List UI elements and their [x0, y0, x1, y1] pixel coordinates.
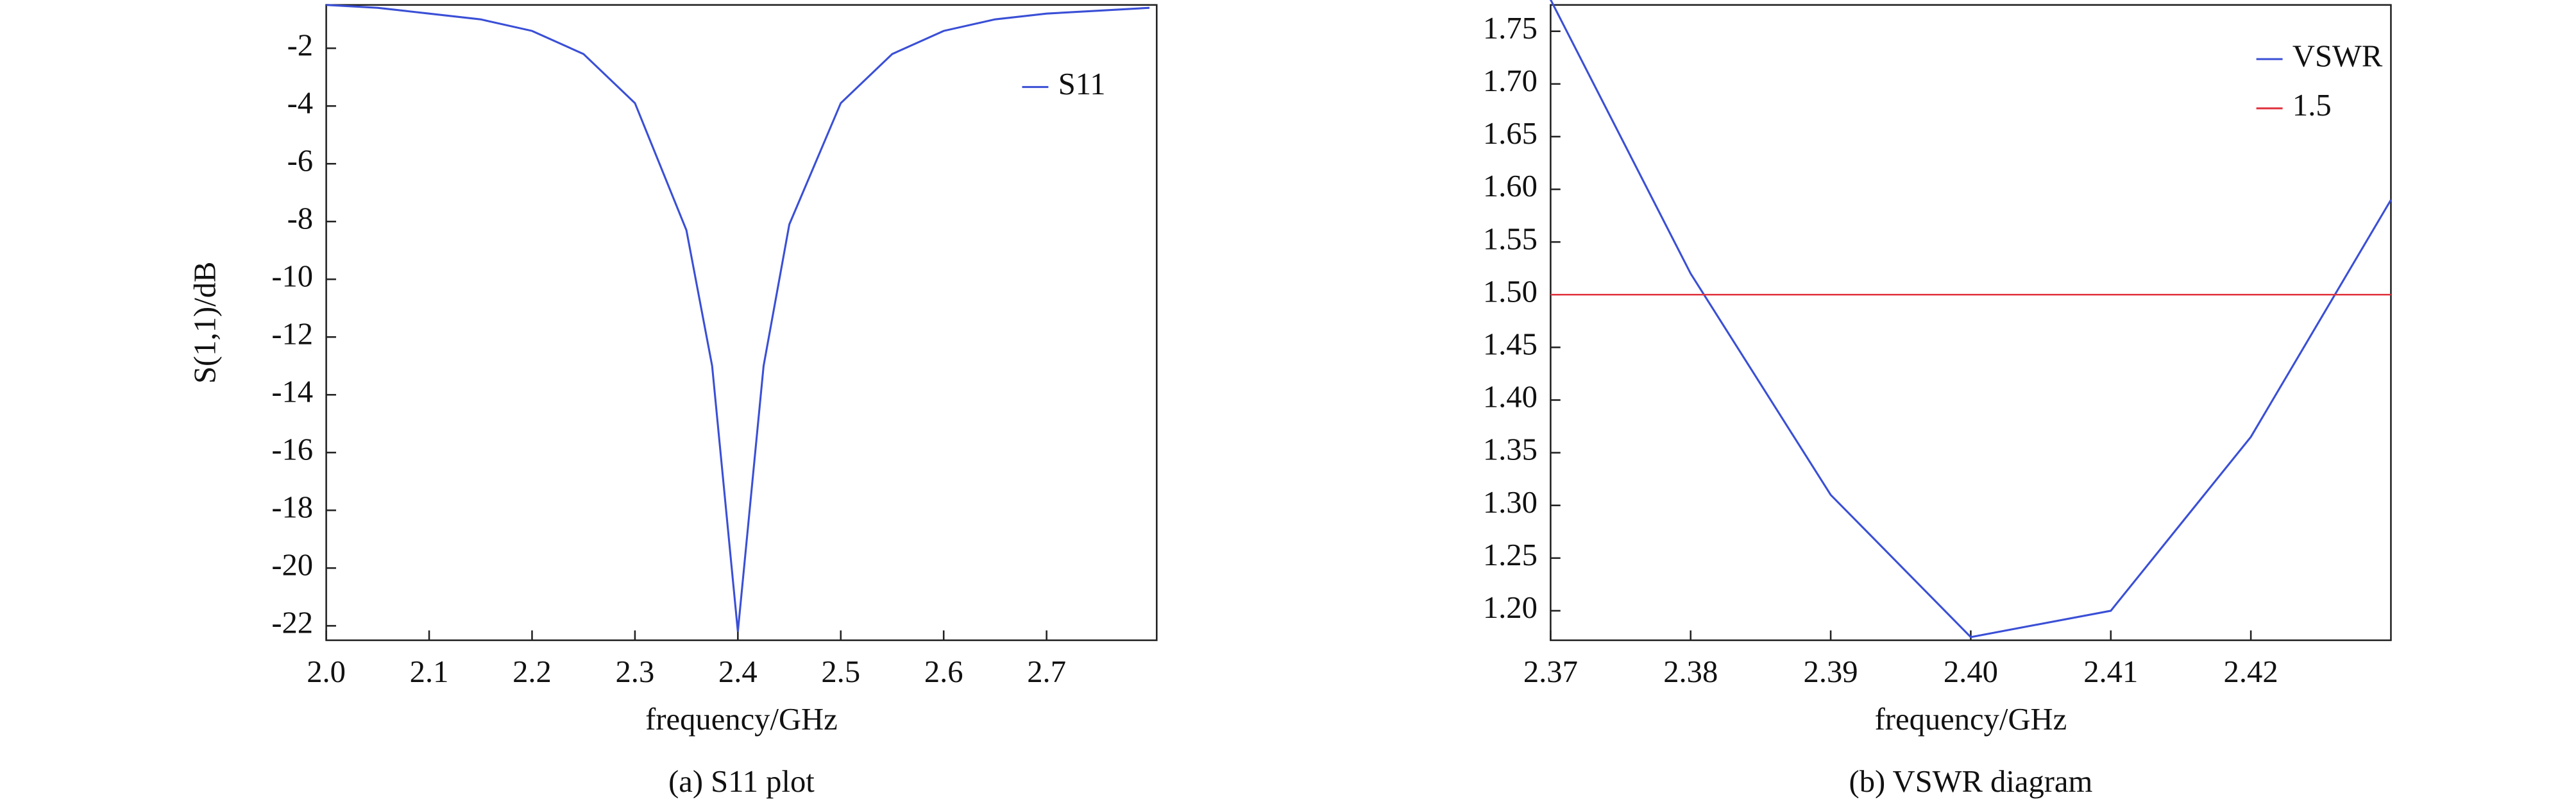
- x-tick-label: 2.37: [1523, 654, 1578, 689]
- x-tick-label: 2.2: [513, 654, 552, 689]
- y-tick-label: -20: [271, 548, 313, 583]
- x-axis-label: frequency/GHz: [645, 702, 838, 737]
- y-tick-label: 1.60: [1483, 169, 1538, 203]
- y-tick-label: -12: [271, 316, 313, 351]
- x-tick-label: 2.41: [2083, 654, 2138, 689]
- x-tick-label: 2.7: [1027, 654, 1066, 689]
- y-tick-label: 1.70: [1483, 64, 1538, 98]
- x-tick-label: 2.4: [718, 654, 758, 689]
- x-tick-label: 2.40: [1944, 654, 1998, 689]
- data-line: [1550, 0, 2392, 638]
- data-line: [326, 4, 1150, 632]
- y-tick-label: -22: [271, 606, 313, 640]
- y-tick-label: -10: [271, 259, 313, 293]
- y-tick-label: 1.25: [1483, 538, 1538, 572]
- y-tick-label: 1.45: [1483, 327, 1538, 362]
- y-tick-label: 1.55: [1483, 221, 1538, 256]
- y-tick-label: -14: [271, 374, 313, 409]
- y-tick-label: 1.65: [1483, 116, 1538, 151]
- x-tick-label: 2.38: [1663, 654, 1718, 689]
- y-tick-label: -16: [271, 432, 313, 466]
- y-tick-label: 1.75: [1483, 11, 1538, 46]
- x-tick-label: 2.0: [307, 654, 346, 689]
- caption: (b) VSWR diagram: [1849, 764, 2093, 799]
- y-tick-label: 1.50: [1483, 274, 1538, 309]
- x-tick-label: 2.5: [821, 654, 860, 689]
- x-tick-label: 2.1: [410, 654, 449, 689]
- y-tick-label: 1.30: [1483, 485, 1538, 520]
- x-tick-label: 2.6: [924, 654, 963, 689]
- y-tick-label: -4: [287, 85, 314, 120]
- y-tick-label: -2: [287, 28, 314, 62]
- plot-frame: [325, 4, 1158, 642]
- y-axis-label: S(1,1)/dB: [188, 262, 223, 384]
- y-tick-label: 1.35: [1483, 432, 1538, 467]
- legend-label: S11: [1058, 67, 1106, 101]
- legend-label: VSWR: [2292, 38, 2383, 73]
- x-tick-label: 2.3: [616, 654, 655, 689]
- x-tick-label: 2.39: [1804, 654, 1858, 689]
- y-tick-label: -8: [287, 201, 314, 235]
- plot-frame: [1550, 4, 2392, 642]
- legend-label: 1.5: [2292, 88, 2332, 123]
- y-tick-label: 1.40: [1483, 380, 1538, 414]
- y-tick-label: 1.20: [1483, 590, 1538, 625]
- x-tick-label: 2.42: [2224, 654, 2278, 689]
- x-axis-label: frequency/GHz: [1875, 702, 2067, 737]
- y-tick-label: -18: [271, 490, 313, 525]
- caption: (a) S11 plot: [668, 764, 815, 799]
- y-tick-label: -6: [287, 143, 314, 178]
